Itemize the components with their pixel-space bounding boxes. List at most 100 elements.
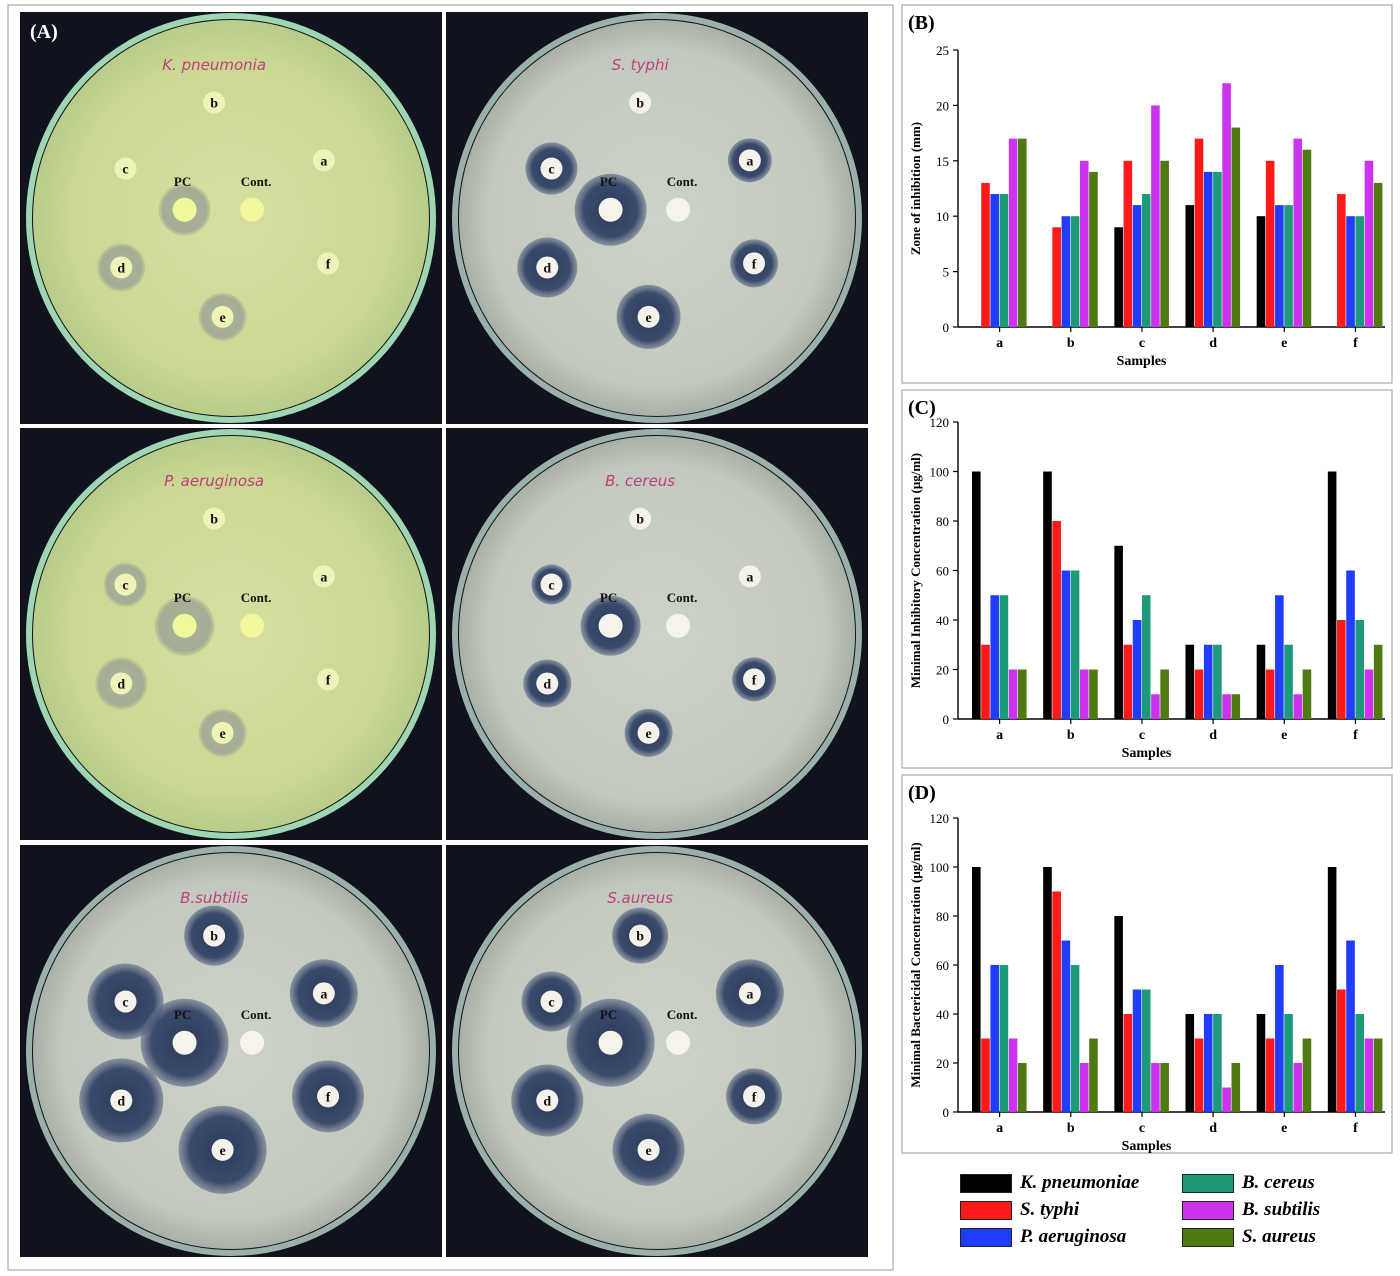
- disc-well: [172, 197, 197, 222]
- chart-legend: K. pneumoniae S. typhi P. aeruginosa B. …: [960, 1168, 1380, 1258]
- legend-swatch: [1182, 1227, 1234, 1247]
- y-tick-label: 0: [943, 712, 950, 727]
- bar: [1275, 595, 1284, 719]
- y-tick-label: 5: [943, 265, 950, 280]
- bar: [1061, 570, 1071, 719]
- disc-well: [114, 157, 137, 180]
- disc-well: [666, 1030, 691, 1055]
- bar: [1265, 669, 1275, 719]
- x-axis-title: Samples: [1122, 1139, 1172, 1154]
- well-label: a: [746, 987, 753, 1002]
- plate-organism-label: S. typhi: [612, 56, 670, 74]
- panel-label: (C): [908, 397, 936, 419]
- bar: [972, 471, 981, 719]
- well-label: c: [548, 163, 554, 178]
- bar: [1275, 205, 1284, 327]
- well-label: PC: [174, 174, 191, 189]
- well-label: b: [636, 97, 644, 112]
- well-label: a: [320, 987, 327, 1002]
- agar-surface: [33, 20, 429, 416]
- plate-rim: [26, 429, 436, 839]
- bar: [1123, 160, 1133, 327]
- petri-plate: K. pneumonia b c a PC Cont. d f e: [20, 12, 442, 424]
- legend-item-s-aureus: S. aureus: [1182, 1226, 1316, 1248]
- y-tick-label: 100: [930, 465, 950, 480]
- legend-swatch: [960, 1200, 1012, 1220]
- x-tick-label: f: [1353, 336, 1358, 351]
- legend-swatch: [960, 1173, 1012, 1193]
- bar: [1008, 669, 1018, 719]
- y-axis-title: Minimal Inhibitory Concentration (μg/ml): [908, 453, 923, 688]
- agar-surface: [33, 436, 429, 832]
- bar: [1132, 205, 1142, 327]
- bar: [1052, 227, 1061, 327]
- legend-label: B. cereus: [1242, 1172, 1315, 1193]
- disc-well: [240, 613, 265, 638]
- bar: [1337, 194, 1346, 327]
- plate-organism-label: K. pneumonia: [162, 56, 266, 74]
- bar: [1337, 620, 1346, 719]
- legend-label: S. aureus: [1242, 1226, 1316, 1247]
- bar: [1008, 138, 1018, 327]
- y-tick-label: 80: [936, 909, 949, 924]
- disc-well: [110, 1089, 133, 1112]
- well-label: b: [210, 97, 218, 112]
- disc-well: [203, 507, 226, 530]
- x-tick-label: f: [1353, 728, 1358, 743]
- bar: [1151, 694, 1160, 719]
- x-tick-label: e: [1281, 728, 1287, 743]
- well-label: a: [746, 154, 753, 169]
- x-tick-label: a: [996, 728, 1003, 743]
- well-label: d: [117, 677, 125, 692]
- disc-well: [738, 565, 761, 588]
- disc-well: [114, 990, 137, 1013]
- bar: [981, 182, 990, 327]
- well-label: b: [636, 930, 644, 945]
- bar: [1355, 620, 1365, 719]
- bar: [1346, 570, 1355, 719]
- bar: [1079, 1063, 1089, 1112]
- legend-swatch: [1182, 1200, 1234, 1220]
- disc-well: [211, 721, 234, 744]
- bar: [1089, 1038, 1098, 1112]
- well-label: e: [219, 1144, 225, 1159]
- petri-plate: B.subtilis b c a PC Cont. d f e: [20, 845, 442, 1257]
- legend-item-p-aeruginosa: P. aeruginosa: [960, 1226, 1126, 1248]
- x-tick-label: f: [1353, 1121, 1358, 1136]
- well-label: f: [752, 673, 757, 688]
- bar: [1194, 669, 1204, 719]
- bar: [1213, 644, 1222, 719]
- disc-well: [637, 305, 660, 328]
- well-label: e: [645, 311, 651, 326]
- y-tick-label: 15: [936, 154, 949, 169]
- disc-well: [110, 672, 133, 695]
- bar: [1231, 1063, 1241, 1112]
- bar: [1052, 521, 1061, 719]
- bar: [1293, 138, 1303, 327]
- disc-well: [738, 982, 761, 1005]
- disc-well: [743, 252, 766, 275]
- disc-well: [666, 613, 691, 638]
- disc-well: [312, 982, 335, 1005]
- disc-well: [312, 149, 335, 172]
- disc-well: [629, 507, 652, 530]
- disc-well: [629, 924, 652, 947]
- bar: [1018, 669, 1027, 719]
- well-label: PC: [600, 590, 617, 605]
- agar-surface: [459, 853, 855, 1249]
- well-label: c: [122, 996, 128, 1011]
- x-tick-label: c: [1139, 1121, 1145, 1136]
- disc-well: [172, 1030, 197, 1055]
- bar: [1256, 1014, 1266, 1112]
- bar: [1284, 1014, 1293, 1112]
- bar: [1265, 160, 1275, 327]
- well-label: d: [543, 677, 551, 692]
- x-tick-label: b: [1067, 728, 1075, 743]
- x-tick-label: e: [1281, 1121, 1287, 1136]
- disc-well: [598, 613, 623, 638]
- bar: [1141, 194, 1151, 327]
- bar: [1185, 205, 1195, 327]
- well-label: Cont.: [241, 174, 272, 189]
- well-label: a: [320, 154, 327, 169]
- disc-well: [317, 1085, 340, 1108]
